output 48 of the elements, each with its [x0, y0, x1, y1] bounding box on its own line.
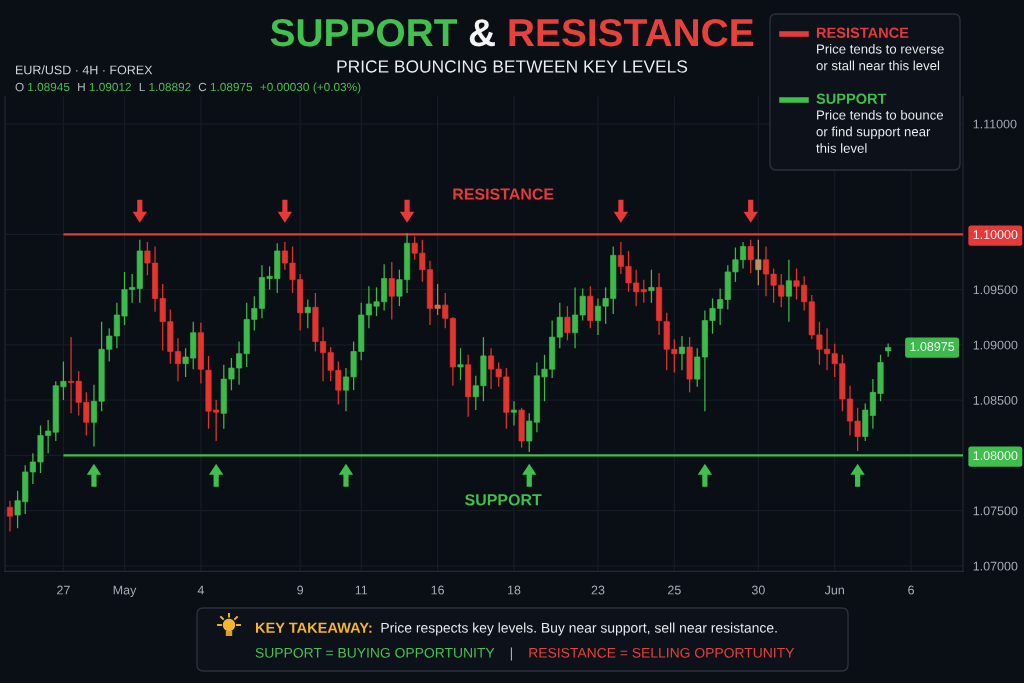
text: RESISTANCE = SELLING OPPORTUNITY	[529, 647, 795, 658]
text: KEY TAKEAWAY:	[255, 622, 372, 633]
y-tick-label: 1.07000	[973, 561, 1018, 571]
x-tick-label: 11	[355, 585, 368, 595]
candlestick	[785, 259, 792, 323]
candlestick	[434, 283, 441, 316]
candlestick	[6, 500, 13, 533]
y-tick-label: 1.09000	[973, 340, 1018, 350]
legend-label: SUPPORT	[816, 93, 887, 104]
x-tick-label: 25	[668, 585, 681, 595]
candlestick	[747, 239, 754, 274]
x-tick-label: 6	[908, 585, 914, 595]
x-tick-label: 18	[507, 585, 521, 595]
text: EUR/USD · 4H · FOREX	[16, 65, 153, 75]
text: O 1.08945 H 1.09012 L 1.08892 C 1.08975 +0.00030 (+0.03%)	[15, 82, 361, 94]
x-tick-label: 23	[591, 585, 605, 595]
candlestick	[388, 261, 395, 321]
text: RESISTANCE	[453, 188, 554, 200]
y-tick-label: 1.08500	[973, 395, 1018, 405]
y-tick-label: 1.07500	[973, 506, 1018, 516]
x-tick-label: May	[113, 585, 137, 597]
candlestick	[457, 347, 464, 381]
y-tick-label: 1.09500	[973, 285, 1018, 295]
x-tick-label: 30	[751, 585, 765, 595]
legend-label: RESISTANCE	[816, 27, 909, 38]
candlestick	[755, 239, 762, 286]
chart-title: SUPPORT & RESISTANCE	[270, 18, 754, 47]
x-tick-label: Jun	[824, 585, 844, 595]
text: Price respects key levels. Buy near support, sell near resistance.	[381, 622, 777, 636]
text: SUPPORT	[465, 494, 542, 506]
annotation: Price tends to bounce or find support near this level	[816, 110, 944, 153]
candlestick	[648, 269, 655, 304]
candlestick	[510, 400, 517, 427]
candlestick	[304, 298, 311, 329]
chart-subtitle: PRICE BOUNCING BETWEEN KEY LEVELS	[337, 60, 688, 73]
candlestick	[678, 335, 685, 371]
text: Price tends to reverse or stall near this level	[816, 44, 944, 71]
y-tick-label: 1.08000	[973, 451, 1018, 461]
candlestick	[564, 305, 571, 342]
y-tick-label: 1.10000	[973, 230, 1018, 239]
x-tick-label: 9	[297, 585, 304, 595]
x-tick-label: 27	[57, 585, 70, 595]
y-tick-label: 1.11000	[973, 119, 1017, 129]
annotation: 1.08975	[910, 342, 955, 351]
text: |	[510, 647, 512, 661]
text: SUPPORT = BUYING OPPORTUNITY	[255, 647, 495, 658]
x-tick-label: 4	[197, 585, 204, 595]
x-tick-label: 16	[431, 585, 445, 595]
